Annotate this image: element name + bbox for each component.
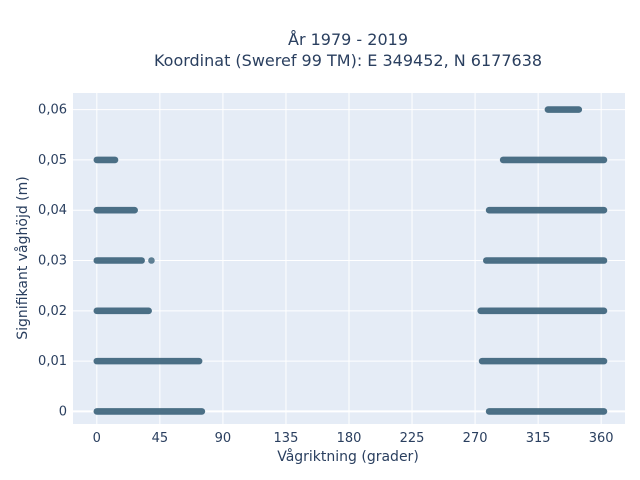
x-tick-label: 45: [152, 431, 169, 446]
x-tick-label: 360: [589, 431, 614, 446]
data-points: [93, 106, 608, 415]
chart-title-line1: År 1979 - 2019: [288, 30, 408, 49]
axis-ticks: 0 45 90 135 180 225 270 315 360 0 0,01 0,02 0,03 0,04…: [38, 103, 614, 446]
y-tick-label: 0,02: [38, 304, 67, 319]
data-point: [148, 257, 155, 264]
x-tick-label: 0: [93, 431, 101, 446]
y-tick-label: 0,03: [38, 254, 67, 269]
x-tick-label: 315: [526, 431, 551, 446]
x-tick-label: 270: [463, 431, 488, 446]
x-tick-label: 135: [274, 431, 299, 446]
y-tick-label: 0: [59, 404, 67, 419]
x-tick-label: 225: [400, 431, 425, 446]
x-tick-label: 90: [215, 431, 232, 446]
y-tick-label: 0,01: [38, 354, 67, 369]
x-tick-label: 180: [337, 431, 362, 446]
x-axis-title: Vågriktning (grader): [277, 448, 419, 465]
y-tick-label: 0,04: [38, 203, 67, 218]
chart-title-line2: Koordinat (Sweref 99 TM): E 349452, N 61…: [154, 51, 542, 70]
y-axis-title: Signifikant våghöjd (m): [14, 176, 31, 339]
y-tick-label: 0,06: [38, 103, 67, 118]
y-tick-label: 0,05: [38, 153, 67, 168]
